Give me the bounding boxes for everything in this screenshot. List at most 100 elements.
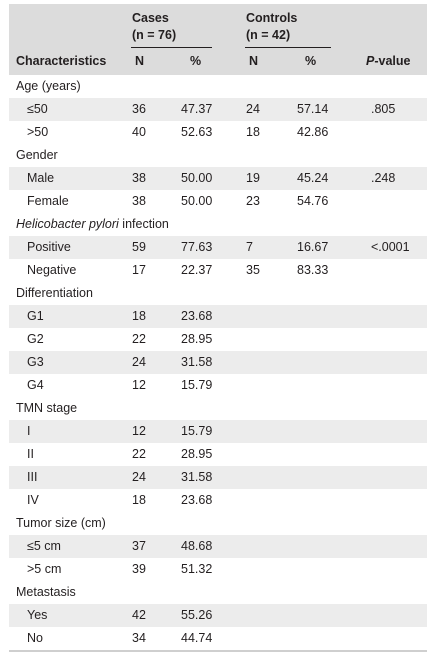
cases-percent-column-header: % — [190, 54, 202, 68]
row-label: G4 — [27, 378, 44, 392]
section-label: TMN stage — [16, 401, 78, 415]
cases-percent-cell: 51.32 — [181, 562, 213, 576]
row-label: II — [27, 447, 34, 461]
cases-n-cell: 38 — [132, 171, 146, 185]
table-row: Positive 59 77.63 7 16.67 <.0001 — [9, 236, 427, 259]
section-row: Differentiation — [9, 282, 427, 305]
row-label: Male — [27, 171, 55, 185]
cases-n-cell: 38 — [132, 194, 146, 208]
cases-percent-cell: 52.63 — [181, 125, 213, 139]
table-row: G2 22 28.95 — [9, 328, 427, 351]
cases-n-cell: 42 — [132, 608, 146, 622]
table-row: Male 38 50.00 19 45.24 .248 — [9, 167, 427, 190]
cases-group-count: (n = 76) — [132, 28, 177, 42]
cases-percent-cell: 23.68 — [181, 309, 213, 323]
table-row: >5 cm 39 51.32 — [9, 558, 427, 581]
cases-percent-cell: 28.95 — [181, 447, 213, 461]
controls-n-column-header: N — [249, 54, 259, 68]
cases-n-cell: 17 — [132, 263, 146, 277]
controls-percent-cell: 57.14 — [297, 102, 329, 116]
table-row: ≤50 36 47.37 24 57.14 .805 — [9, 98, 427, 121]
cases-group-rule — [131, 47, 212, 48]
cases-percent-cell: 28.95 — [181, 332, 213, 346]
cases-percent-cell: 48.68 — [181, 539, 213, 553]
controls-n-cell: 19 — [246, 171, 260, 185]
cases-group-label: Cases — [132, 11, 169, 25]
cases-percent-cell: 47.37 — [181, 102, 213, 116]
cases-percent-cell: 55.26 — [181, 608, 213, 622]
table-bottom-rule — [9, 650, 427, 652]
section-label: Gender — [16, 148, 58, 162]
controls-percent-cell: 45.24 — [297, 171, 329, 185]
table-row: G4 12 15.79 — [9, 374, 427, 397]
row-label: G2 — [27, 332, 44, 346]
cases-group-header: Cases (n = 76) — [132, 10, 176, 44]
cases-percent-cell: 23.68 — [181, 493, 213, 507]
row-label: No — [27, 631, 43, 645]
row-label: ≤50 — [27, 102, 48, 116]
row-label: Yes — [27, 608, 48, 622]
p-value-cell: <.0001 — [371, 240, 410, 254]
cases-percent-cell: 44.74 — [181, 631, 213, 645]
cases-n-cell: 40 — [132, 125, 146, 139]
row-label: >50 — [27, 125, 49, 139]
cases-n-cell: 12 — [132, 424, 146, 438]
row-label: I — [27, 424, 31, 438]
section-label: Metastasis — [16, 585, 76, 599]
controls-percent-cell: 42.86 — [297, 125, 329, 139]
cases-n-cell: 59 — [132, 240, 146, 254]
section-label: Helicobacter pylori infection — [16, 217, 169, 231]
row-label: G3 — [27, 355, 44, 369]
row-label: G1 — [27, 309, 44, 323]
row-label: Negative — [27, 263, 77, 277]
cases-percent-cell: 15.79 — [181, 378, 213, 392]
p-value-column-header: P-value — [366, 54, 411, 68]
table-row: >50 40 52.63 18 42.86 — [9, 121, 427, 144]
cases-n-cell: 12 — [132, 378, 146, 392]
controls-percent-cell: 83.33 — [297, 263, 329, 277]
controls-n-cell: 24 — [246, 102, 260, 116]
cases-n-cell: 18 — [132, 493, 146, 507]
cases-n-cell: 22 — [132, 447, 146, 461]
controls-group-rule — [245, 47, 331, 48]
characteristics-table: Cases (n = 76) Controls (n = 42) Charact… — [9, 4, 427, 652]
row-label: >5 cm — [27, 562, 62, 576]
section-row: Metastasis — [9, 581, 427, 604]
cases-percent-cell: 22.37 — [181, 263, 213, 277]
table-header: Cases (n = 76) Controls (n = 42) Charact… — [9, 4, 427, 75]
table-row: G3 24 31.58 — [9, 351, 427, 374]
section-row: Gender — [9, 144, 427, 167]
controls-group-header: Controls (n = 42) — [246, 10, 297, 44]
cases-n-cell: 37 — [132, 539, 146, 553]
cases-percent-cell: 31.58 — [181, 355, 213, 369]
table-row: G1 18 23.68 — [9, 305, 427, 328]
table-row: No 34 44.74 — [9, 627, 427, 650]
cases-n-cell: 24 — [132, 355, 146, 369]
section-row: Age (years) — [9, 75, 427, 98]
table-row: IV 18 23.68 — [9, 489, 427, 512]
row-label: Positive — [27, 240, 71, 254]
controls-n-cell: 18 — [246, 125, 260, 139]
cases-percent-cell: 31.58 — [181, 470, 213, 484]
controls-n-cell: 35 — [246, 263, 260, 277]
p-value-cell: .248 — [371, 171, 396, 185]
table-row: Yes 42 55.26 — [9, 604, 427, 627]
section-label: Tumor size (cm) — [16, 516, 106, 530]
table-row: II 22 28.95 — [9, 443, 427, 466]
cases-n-cell: 34 — [132, 631, 146, 645]
table-row: III 24 31.58 — [9, 466, 427, 489]
controls-group-label: Controls — [246, 11, 298, 25]
cases-n-cell: 22 — [132, 332, 146, 346]
cases-percent-cell: 77.63 — [181, 240, 213, 254]
cases-percent-cell: 50.00 — [181, 194, 213, 208]
table-row: Female 38 50.00 23 54.76 — [9, 190, 427, 213]
table-body: Age (years) ≤50 36 47.37 24 57.14 .805 >50 40 52.… — [9, 75, 427, 650]
row-label: IV — [27, 493, 39, 507]
cases-n-cell: 39 — [132, 562, 146, 576]
section-row: Helicobacter pylori infection — [9, 213, 427, 236]
cases-n-cell: 24 — [132, 470, 146, 484]
section-row: TMN stage — [9, 397, 427, 420]
controls-group-count: (n = 42) — [246, 28, 291, 42]
table-row: I 12 15.79 — [9, 420, 427, 443]
controls-n-cell: 23 — [246, 194, 260, 208]
